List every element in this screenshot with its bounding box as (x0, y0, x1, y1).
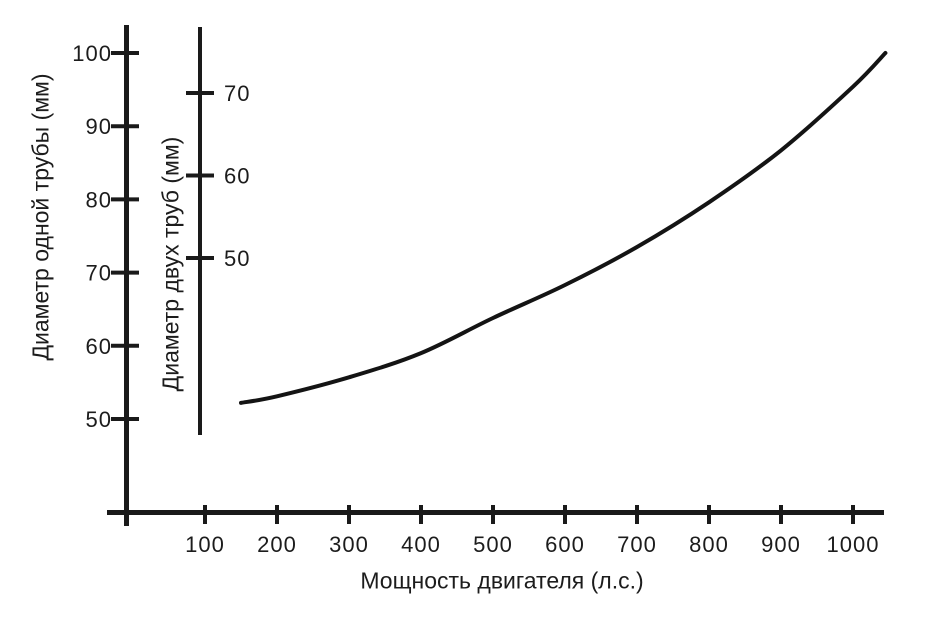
y1-tick-label-70: 70 (86, 261, 112, 286)
y-axis-secondary-title: Диаметр двух труб (мм) (157, 136, 184, 392)
y1-tick-label-50: 50 (86, 407, 112, 432)
y1-tick-label-90: 90 (86, 114, 112, 139)
x-tick-label-400: 400 (401, 532, 441, 557)
x-tick-label-100: 100 (185, 532, 225, 557)
x-tick-label-900: 900 (761, 532, 801, 557)
y1-tick-label-100: 100 (72, 41, 112, 66)
y1-tick-label-60: 60 (86, 334, 112, 359)
x-tick-label-700: 700 (617, 532, 657, 557)
x-axis-title: Мощность двигателя (л.с.) (360, 567, 644, 594)
x-tick-label-1000: 1000 (827, 532, 880, 557)
x-tick-label-300: 300 (329, 532, 369, 557)
pipe-diameter-curve (239, 51, 888, 405)
y2-tick-label-60: 60 (224, 164, 250, 189)
x-tick-label-200: 200 (257, 532, 297, 557)
y-axis-primary-title: Диаметр одной трубы (мм) (27, 73, 54, 361)
y2-tick-label-50: 50 (224, 246, 250, 271)
x-tick-label-800: 800 (689, 532, 729, 557)
y1-tick-label-80: 80 (86, 187, 112, 212)
y2-tick-label-70: 70 (224, 81, 250, 106)
x-tick-label-500: 500 (473, 532, 513, 557)
x-tick-label-600: 600 (545, 532, 585, 557)
